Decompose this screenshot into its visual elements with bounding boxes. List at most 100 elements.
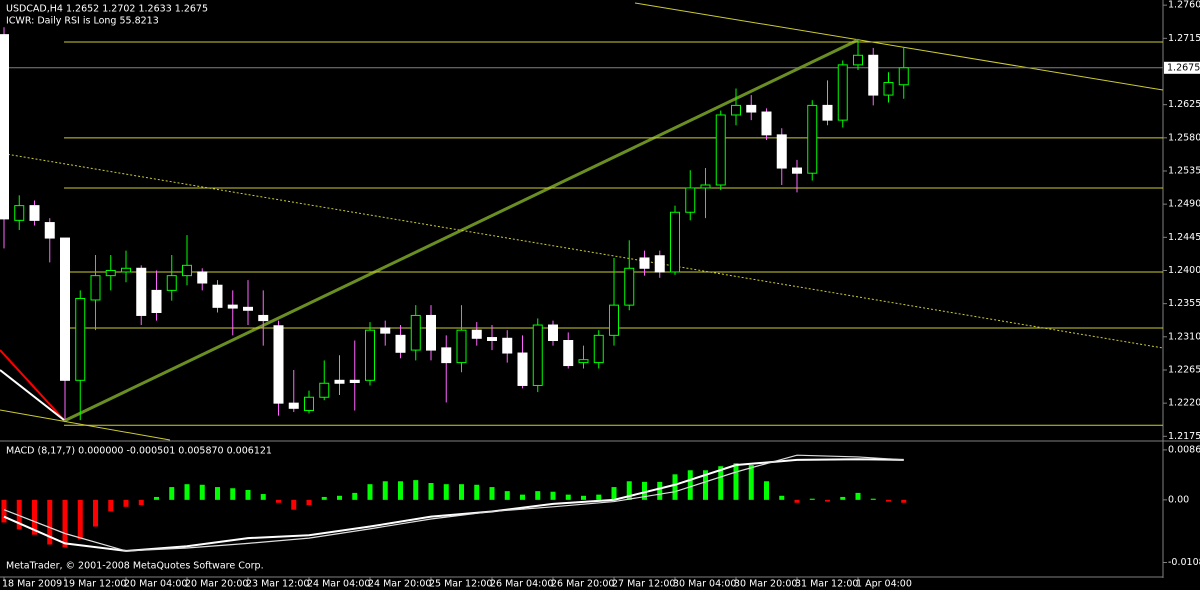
macd-bar <box>642 481 647 500</box>
macd-bar <box>230 488 236 500</box>
x-tick-label: 24 Mar 04:00 <box>307 579 370 590</box>
candle-body <box>243 306 253 311</box>
macd-bar <box>901 499 907 503</box>
macd-bar <box>93 499 98 527</box>
y-tick-label: 1.2625 <box>1168 99 1200 110</box>
candle-body <box>212 284 223 308</box>
x-tick-label: 24 Mar 20:00 <box>368 579 431 590</box>
candle-body <box>197 271 208 284</box>
macd-bar <box>840 496 846 500</box>
macd-bar <box>367 484 373 500</box>
x-tick-label: 23 Mar 12:00 <box>246 579 309 590</box>
candle-body <box>90 275 101 301</box>
y-tick-label: 1.2535 <box>1168 165 1200 176</box>
macd-bar <box>16 499 22 530</box>
macd-bar <box>794 499 800 503</box>
macd-bar <box>703 470 708 500</box>
x-tick-label: 20 Mar 20:00 <box>185 579 248 590</box>
candle-body <box>792 167 802 174</box>
macd-bar <box>245 489 251 500</box>
candle-body <box>121 267 131 273</box>
macd-bar <box>321 496 327 500</box>
macd-bar <box>276 499 281 503</box>
macd-bar <box>748 465 754 500</box>
candle-body <box>60 237 70 381</box>
candle-body <box>670 211 680 273</box>
macd-bar <box>306 499 312 506</box>
candle-body <box>502 337 513 354</box>
candle-body <box>426 314 436 351</box>
candle-body <box>44 222 55 239</box>
macd-bar <box>611 487 617 500</box>
macd-bar <box>581 495 586 500</box>
y-tick-label: 0.00861 <box>1168 444 1200 455</box>
trend-line <box>634 2 1164 91</box>
macd-bar <box>535 491 541 500</box>
macd-bar <box>154 496 159 500</box>
y-tick-label: 1.2175 <box>1168 431 1200 442</box>
candle-body <box>624 267 635 306</box>
macd-bar <box>1 499 7 523</box>
y-tick-label: 1.2400 <box>1168 265 1200 276</box>
candle-body <box>136 267 147 316</box>
macd-bar <box>870 498 876 500</box>
macd-bar <box>291 499 297 510</box>
macd-bar <box>459 484 464 500</box>
y-tick-label: 0.00 <box>1168 494 1189 505</box>
trend-line <box>0 369 65 421</box>
y-tick-label: 1.2760 <box>1168 0 1200 11</box>
macd-bar <box>764 481 769 500</box>
macd-bar <box>672 474 678 500</box>
candle-body <box>548 324 558 342</box>
candle-body <box>273 325 284 404</box>
y-tick-label: -0.01080 <box>1168 557 1200 568</box>
candle-body <box>29 205 40 221</box>
last-price-label: 1.2675 <box>1167 62 1200 73</box>
macd-bar <box>199 484 205 500</box>
macd-bar <box>428 483 434 500</box>
y-tick-label: 1.2265 <box>1168 364 1200 375</box>
y-tick-label: 1.2580 <box>1168 132 1200 143</box>
candle-body <box>14 205 25 221</box>
candle-body <box>380 327 391 334</box>
candle-body <box>365 329 375 381</box>
macd-bar <box>687 470 693 500</box>
trend-line <box>63 38 859 423</box>
macd-bar <box>596 494 602 500</box>
x-tick-label: 31 Mar 12:00 <box>795 579 858 590</box>
macd-bar <box>855 492 861 500</box>
candle-body <box>471 329 482 339</box>
candle-body <box>334 379 345 384</box>
y-tick-label: 1.2220 <box>1168 398 1200 409</box>
x-tick-label: 19 Mar 12:00 <box>63 579 126 590</box>
macd-bar <box>489 487 495 500</box>
candle-body <box>746 104 757 113</box>
macd-bar <box>184 484 190 500</box>
candle-body <box>578 359 589 364</box>
candle-body <box>563 340 574 367</box>
candle-body <box>456 329 467 364</box>
candle-body <box>593 334 604 364</box>
y-tick-label: 1.2355 <box>1168 298 1200 309</box>
candle-body <box>487 337 497 342</box>
macd-bar <box>504 491 510 500</box>
macd-bar <box>718 466 724 500</box>
macd-bar <box>260 494 266 500</box>
last-price-box <box>1164 61 1200 74</box>
macd-bar <box>123 499 129 507</box>
macd-bar <box>733 463 739 500</box>
chart-title: USDCAD,H4 1.2652 1.2702 1.2633 1.2675 <box>6 4 208 15</box>
macd-bar <box>779 495 785 500</box>
candle-body <box>258 314 269 322</box>
candle-body <box>304 396 314 412</box>
indicator-note: ICWR: Daily RSI is Long 55.8213 <box>6 16 159 27</box>
macd-bar <box>626 481 632 500</box>
candle-body <box>319 382 330 398</box>
candle-body <box>75 297 86 381</box>
x-tick-label: 18 Mar 2009 <box>2 579 62 590</box>
candle-body <box>685 187 696 213</box>
candle-body <box>639 257 650 269</box>
candle-body <box>868 54 879 96</box>
